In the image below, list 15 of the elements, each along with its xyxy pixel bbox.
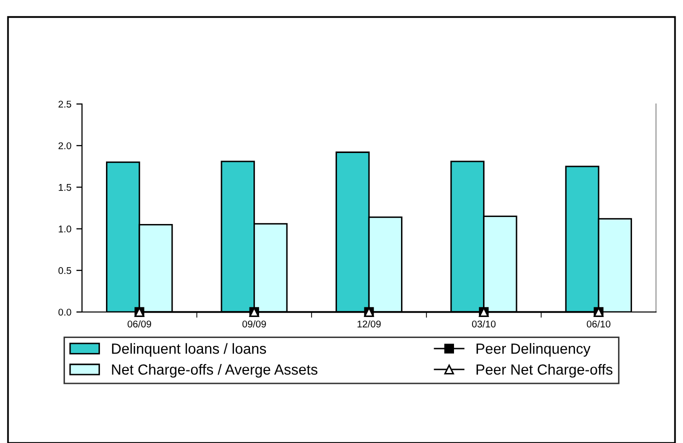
legend-label: Peer Net Charge-offs: [476, 364, 612, 378]
y-tick-label: 2.0: [58, 142, 72, 150]
x-tick-label: 12/09: [358, 320, 381, 328]
x-tick-label: 09/09: [242, 320, 266, 328]
y-tick-label: 0.0: [58, 308, 72, 316]
y-tick-label: 1.0: [58, 226, 72, 232]
y-tick-label: 2.5: [58, 100, 72, 108]
y-tick-label: 0.5: [58, 267, 72, 274]
x-tick-label: 03/10: [472, 320, 496, 328]
legend-label: Net Charge-offs / Averge Assets: [112, 364, 318, 378]
y-tick-label: 1.5: [58, 184, 72, 191]
x-tick-label: 06/10: [586, 320, 610, 328]
legend-label: Peer Delinquency: [476, 343, 590, 357]
x-tick-label: 06/09: [128, 320, 152, 328]
legend-label: Delinquent loans / loans: [112, 343, 266, 357]
